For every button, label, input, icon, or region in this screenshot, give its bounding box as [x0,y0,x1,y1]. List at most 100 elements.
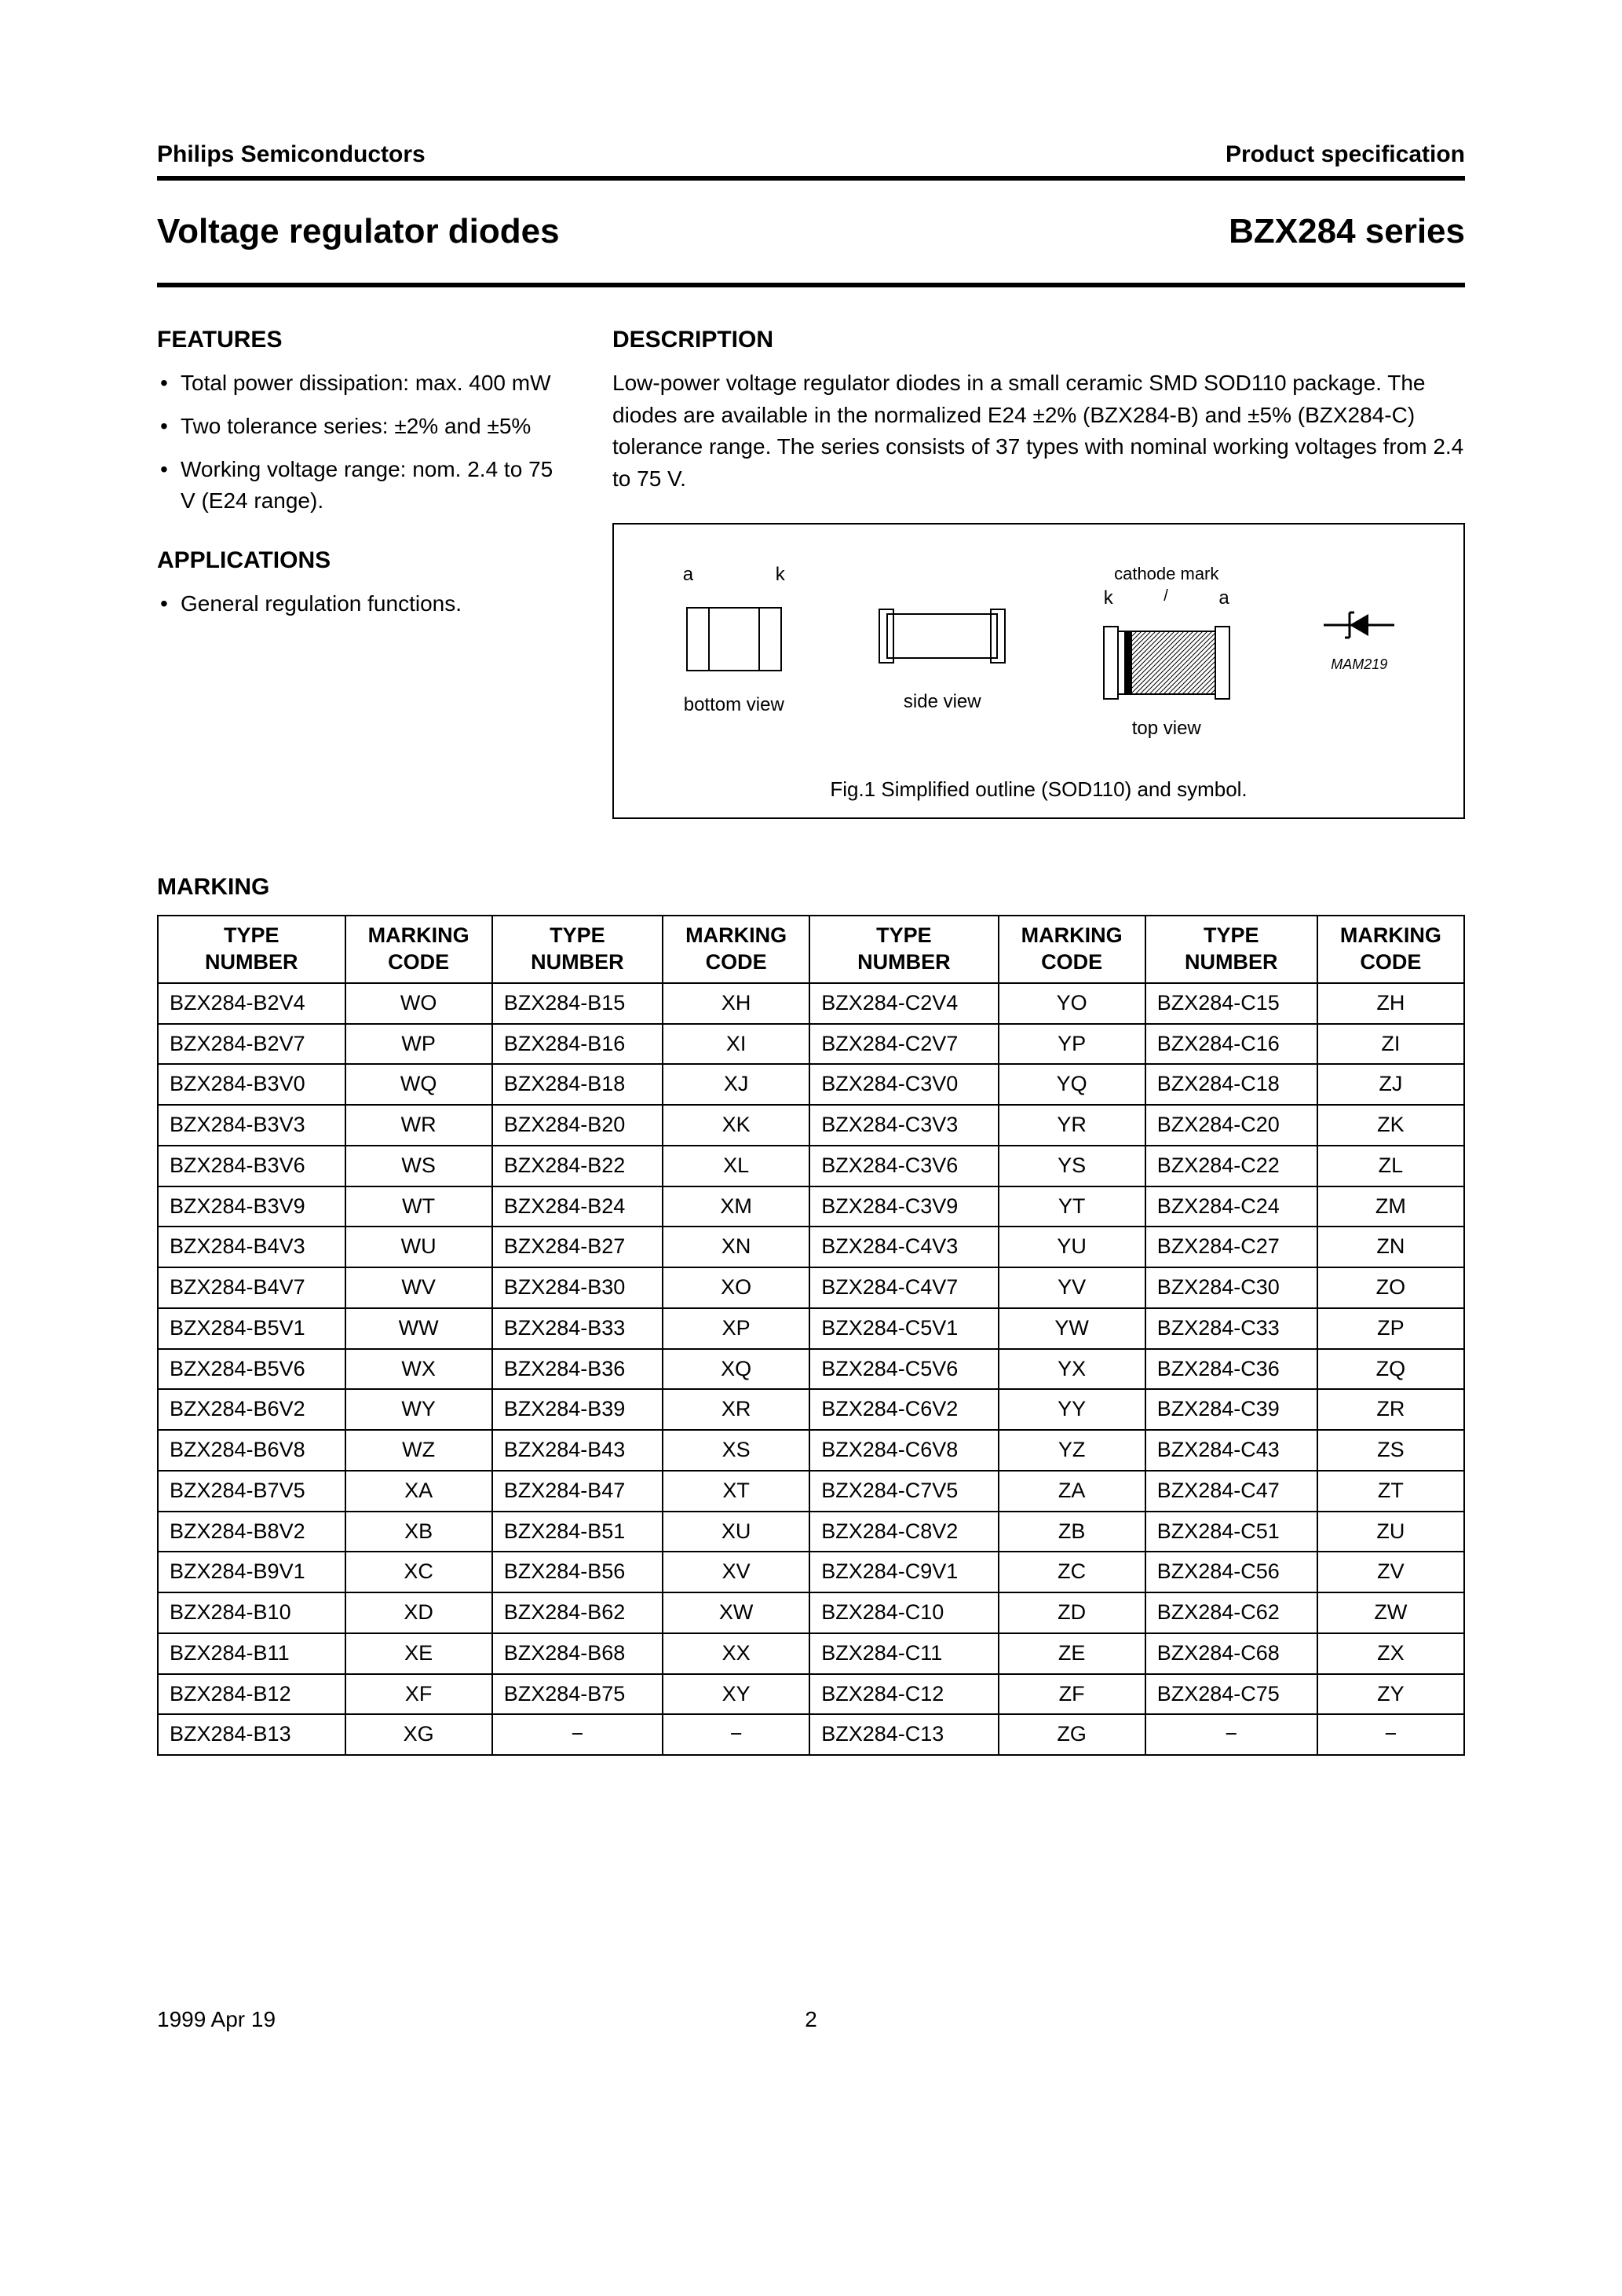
cathode-mark-label: cathode mark [1114,564,1218,584]
col-marking-code: MARKINGCODE [999,916,1145,983]
top-view-diagram: cathode mark k / a [1096,564,1237,740]
cell-type-number: BZX284-C36 [1145,1349,1317,1390]
cell-marking-code: XY [663,1674,809,1715]
features-list: Total power dissipation: max. 400 mW Two… [157,367,565,516]
cell-type-number: BZX284-B36 [492,1349,663,1390]
cell-type-number: BZX284-C12 [809,1674,998,1715]
figure-box: a k bottom view [612,523,1465,819]
cell-type-number: BZX284-B3V3 [158,1105,345,1146]
table-row: BZX284-B3V9WTBZX284-B24XMBZX284-C3V9YTBZ… [158,1186,1464,1227]
cell-marking-code: WT [345,1186,492,1227]
cell-marking-code: XR [663,1389,809,1430]
cell-marking-code: WX [345,1349,492,1390]
cell-type-number: BZX284-C33 [1145,1308,1317,1349]
cell-type-number: BZX284-B13 [158,1714,345,1755]
cell-empty: − [1145,1714,1317,1755]
table-row: BZX284-B13XG−−BZX284-C13ZG−− [158,1714,1464,1755]
cell-marking-code: ZT [1317,1471,1464,1512]
cell-type-number: BZX284-B2V4 [158,983,345,1024]
cell-type-number: BZX284-C8V2 [809,1512,998,1552]
cell-type-number: BZX284-B56 [492,1552,663,1592]
cell-type-number: BZX284-C6V2 [809,1389,998,1430]
cell-marking-code: ZD [999,1592,1145,1633]
document-header: Philips Semiconductors Product specifica… [157,141,1465,168]
cell-type-number: BZX284-C43 [1145,1430,1317,1471]
terminal-label-k: k [776,564,785,586]
cell-marking-code: ZM [1317,1186,1464,1227]
zener-diode-icon [1320,601,1398,649]
side-view-diagram: side view [871,564,1013,713]
cell-marking-code: XK [663,1105,809,1146]
cell-type-number: BZX284-B2V7 [158,1024,345,1065]
cell-type-number: BZX284-C3V0 [809,1064,998,1105]
bottom-view-diagram: a k bottom view [679,564,789,716]
table-row: BZX284-B3V3WRBZX284-B20XKBZX284-C3V3YRBZ… [158,1105,1464,1146]
header-left: Philips Semiconductors [157,141,426,168]
cell-marking-code: YS [999,1146,1145,1186]
cell-marking-code: XQ [663,1349,809,1390]
cell-empty: − [663,1714,809,1755]
marking-table: TYPENUMBER MARKINGCODE TYPENUMBER MARKIN… [157,915,1465,1756]
cell-marking-code: XO [663,1267,809,1308]
cell-marking-code: XL [663,1146,809,1186]
title-block: Voltage regulator diodes BZX284 series [157,181,1465,283]
table-row: BZX284-B7V5XABZX284-B47XTBZX284-C7V5ZABZ… [158,1471,1464,1512]
cell-marking-code: ZS [1317,1430,1464,1471]
cell-marking-code: XF [345,1674,492,1715]
cell-marking-code: ZE [999,1633,1145,1674]
table-row: BZX284-B10XDBZX284-B62XWBZX284-C10ZDBZX2… [158,1592,1464,1633]
cell-marking-code: ZO [1317,1267,1464,1308]
cell-type-number: BZX284-B27 [492,1227,663,1267]
title-rule [157,283,1465,287]
cell-type-number: BZX284-C56 [1145,1552,1317,1592]
cell-type-number: BZX284-C3V3 [809,1105,998,1146]
cell-type-number: BZX284-C24 [1145,1186,1317,1227]
cell-type-number: BZX284-C4V7 [809,1267,998,1308]
cell-empty: − [1317,1714,1464,1755]
cell-marking-code: ZV [1317,1552,1464,1592]
terminal-label-a: a [1218,587,1229,609]
package-top-icon [1096,616,1237,702]
side-view-label: side view [904,691,981,713]
cell-type-number: BZX284-B11 [158,1633,345,1674]
cell-type-number: BZX284-C10 [809,1592,998,1633]
cell-marking-code: ZB [999,1512,1145,1552]
cell-type-number: BZX284-C9V1 [809,1552,998,1592]
cell-type-number: BZX284-C2V7 [809,1024,998,1065]
cell-type-number: BZX284-C3V9 [809,1186,998,1227]
diode-symbol: MAM219 [1320,564,1398,673]
cell-type-number: BZX284-B75 [492,1674,663,1715]
cell-marking-code: YQ [999,1064,1145,1105]
table-row: BZX284-B5V6WXBZX284-B36XQBZX284-C5V6YXBZ… [158,1349,1464,1390]
footer-date: 1999 Apr 19 [157,2007,276,2032]
cell-empty: − [492,1714,663,1755]
description-heading: DESCRIPTION [612,327,1465,353]
cell-type-number: BZX284-C16 [1145,1024,1317,1065]
terminal-label-k: k [1104,587,1113,609]
cell-type-number: BZX284-C51 [1145,1512,1317,1552]
cell-marking-code: ZQ [1317,1349,1464,1390]
cell-type-number: BZX284-C15 [1145,983,1317,1024]
cell-marking-code: XC [345,1552,492,1592]
cell-type-number: BZX284-C5V6 [809,1349,998,1390]
cell-type-number: BZX284-C6V8 [809,1430,998,1471]
cell-marking-code: XN [663,1227,809,1267]
col-marking-code: MARKINGCODE [345,916,492,983]
col-marking-code: MARKINGCODE [663,916,809,983]
table-row: BZX284-B3V6WSBZX284-B22XLBZX284-C3V6YSBZ… [158,1146,1464,1186]
cell-type-number: BZX284-B47 [492,1471,663,1512]
feature-item: Total power dissipation: max. 400 mW [157,367,565,398]
cell-marking-code: WQ [345,1064,492,1105]
cell-marking-code: YX [999,1349,1145,1390]
cell-marking-code: XU [663,1512,809,1552]
cell-marking-code: ZP [1317,1308,1464,1349]
cell-marking-code: YU [999,1227,1145,1267]
cell-type-number: BZX284-B30 [492,1267,663,1308]
cell-marking-code: WO [345,983,492,1024]
title-right: BZX284 series [1229,212,1465,251]
col-type-number: TYPENUMBER [492,916,663,983]
cell-marking-code: XB [345,1512,492,1552]
cell-marking-code: YO [999,983,1145,1024]
cell-marking-code: WZ [345,1430,492,1471]
title-left: Voltage regulator diodes [157,212,560,251]
